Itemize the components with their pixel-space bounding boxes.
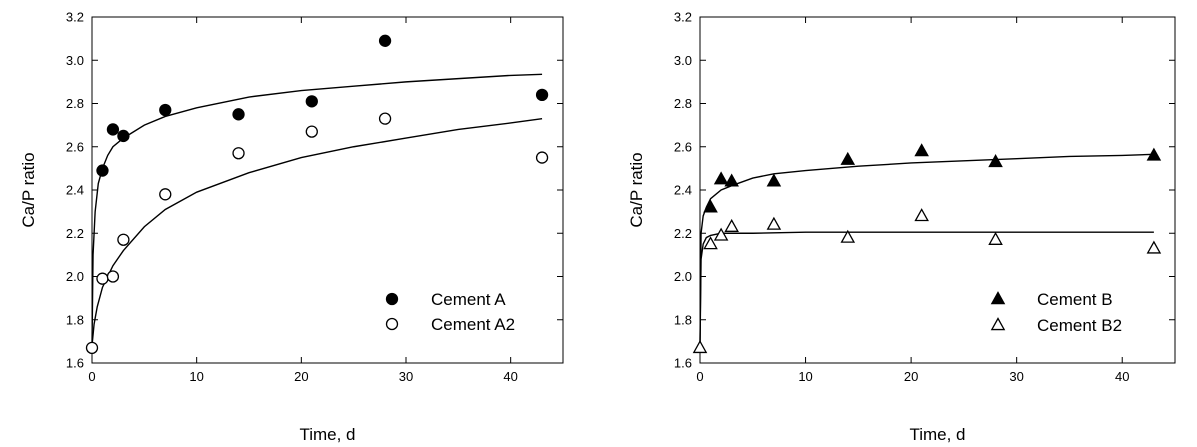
data-point-cement-a2 [232, 147, 245, 160]
data-point-cement-a [106, 123, 120, 136]
data-point-cement-b [840, 151, 856, 165]
data-point-cement-b2 [914, 208, 929, 222]
legend-label: Cement B [1037, 290, 1113, 309]
data-point-cement-a2 [117, 233, 130, 246]
data-point-cement-b2 [1146, 240, 1162, 254]
y-tick-label: 2.2 [674, 226, 692, 241]
y-tick-label: 2.2 [66, 226, 84, 241]
data-point-cement-a [117, 129, 130, 143]
x-tick-label: 10 [189, 369, 203, 384]
y-tick-label: 1.6 [66, 356, 84, 371]
data-point-cement-a [159, 103, 172, 117]
data-point-cement-b2 [713, 227, 729, 241]
x-axis-title: Time, d [909, 425, 965, 444]
legend-marker [990, 317, 1006, 331]
x-tick-label: 0 [696, 369, 703, 384]
x-tick-label: 40 [503, 369, 517, 384]
y-tick-label: 2.0 [674, 269, 692, 284]
fit-curve-cement-a [91, 73, 543, 346]
x-tick-label: 40 [1115, 369, 1129, 384]
legend-label: Cement A [431, 290, 506, 309]
data-point-cement-b [914, 143, 929, 157]
y-tick-label: 2.4 [674, 183, 692, 198]
data-point-cement-b [766, 173, 782, 187]
y-axis-title: Ca/P ratio [627, 152, 646, 227]
data-point-cement-a [305, 95, 318, 108]
x-tick-label: 20 [904, 369, 918, 384]
fit-curve-cement-a2 [91, 117, 543, 346]
x-tick-label: 30 [399, 369, 413, 384]
data-point-cement-a2 [305, 125, 318, 138]
data-point-cement-a2 [159, 188, 172, 201]
data-point-cement-a2 [535, 151, 549, 164]
data-point-cement-b [703, 199, 718, 213]
data-point-cement-b [988, 154, 1003, 168]
data-point-cement-b [713, 171, 729, 185]
x-tick-label: 10 [798, 369, 812, 384]
chart-cement-b: 1.6 1.8 2.0 2.2 2.4 2.6 2.8 3.0 3.2 0 10 20 30 40 Time… [627, 10, 1176, 444]
legend-marker [990, 291, 1006, 305]
x-tick-label: 0 [88, 369, 95, 384]
y-tick-label: 1.8 [66, 312, 84, 327]
data-point-cement-b2 [692, 340, 708, 354]
y-tick-label: 3.2 [66, 10, 84, 25]
x-tick-label: 30 [1009, 369, 1023, 384]
y-tick-label: 2.8 [674, 96, 692, 111]
plot-frame [699, 16, 1176, 364]
chart-cement-a: 1.6 1.8 2.0 2.2 2.4 2.6 2.8 3.0 3.2 0 10 20 30 40 Time… [19, 10, 564, 444]
legend-label: Cement B2 [1037, 316, 1122, 335]
y-tick-label: 2.0 [66, 269, 84, 284]
y-tick-label: 2.6 [66, 139, 84, 154]
data-point-cement-b2 [703, 236, 718, 250]
y-tick-label: 2.8 [66, 96, 84, 111]
data-point-cement-b [1146, 147, 1162, 161]
data-point-cement-a2 [85, 341, 99, 355]
legend-marker [385, 317, 399, 331]
data-point-cement-a2 [378, 112, 392, 125]
y-tick-label: 2.4 [66, 183, 84, 198]
data-point-cement-b [724, 173, 739, 187]
y-tick-label: 3.2 [674, 10, 692, 25]
data-point-cement-a [232, 108, 245, 121]
x-tick-label: 20 [294, 369, 308, 384]
legend-marker [385, 292, 399, 306]
y-tick-label: 1.6 [674, 356, 692, 371]
data-point-cement-a2 [106, 270, 120, 283]
data-point-cement-a [378, 34, 392, 47]
data-point-cement-a2 [96, 272, 109, 285]
data-point-cement-a [535, 88, 549, 101]
y-tick-label: 3.0 [674, 53, 692, 68]
y-tick-label: 2.6 [674, 139, 692, 154]
y-tick-label: 3.0 [66, 53, 84, 68]
y-tick-label: 1.8 [674, 312, 692, 327]
data-point-cement-b2 [988, 231, 1003, 245]
legend-label: Cement A2 [431, 315, 515, 334]
x-axis-title: Time, d [299, 425, 355, 444]
data-point-cement-a [96, 164, 109, 177]
data-point-cement-b2 [724, 218, 739, 232]
y-axis-title: Ca/P ratio [19, 152, 38, 227]
data-point-cement-b2 [840, 229, 856, 243]
data-point-cement-b2 [766, 216, 782, 230]
